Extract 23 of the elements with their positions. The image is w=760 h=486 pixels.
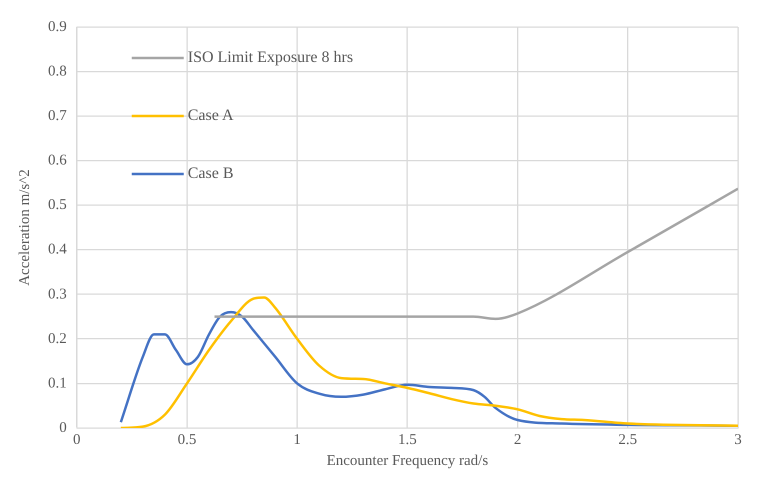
legend-label: ISO Limit Exposure 8 hrs	[188, 49, 354, 66]
y-tick-label: 0.3	[48, 286, 67, 302]
legend-label: Case B	[188, 165, 234, 182]
x-tick-label: 1.5	[398, 432, 417, 448]
x-axis-title: Encounter Frequency rad/s	[326, 452, 488, 469]
x-tick-label: 1	[293, 432, 301, 448]
y-tick-label: 0.9	[48, 18, 67, 35]
x-tick-label: 2.5	[618, 432, 638, 448]
y-tick-label: 0	[59, 420, 67, 436]
x-tick-label: 2	[514, 432, 522, 448]
x-tick-label: 0.5	[178, 432, 196, 448]
y-tick-label: 0.5	[48, 197, 67, 214]
y-tick-label: 0.7	[48, 108, 68, 124]
line-series	[213, 187, 738, 320]
x-tick-label: 0	[73, 432, 80, 448]
y-tick-label: 0.6	[48, 152, 68, 169]
x-tick-label: 3	[734, 432, 742, 448]
y-axis-title: Acceleration m/s^2	[16, 169, 33, 286]
y-tick-label: 0.1	[48, 375, 67, 392]
y-tick-label: 0.2	[48, 330, 67, 347]
legend-label: Case A	[188, 107, 234, 124]
y-tick-label: 0.8	[48, 63, 67, 80]
y-tick-label: 0.4	[48, 242, 68, 258]
